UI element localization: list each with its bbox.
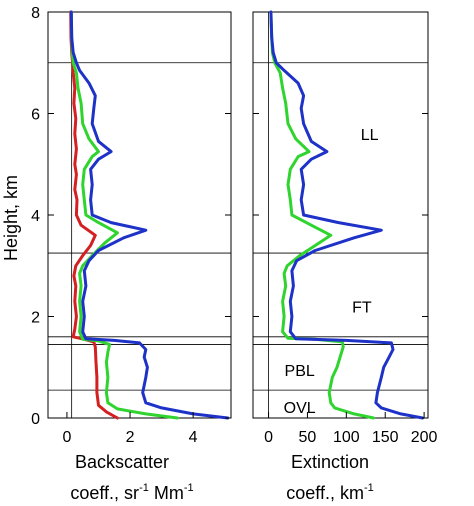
backscatter-x-tick-label: 2 xyxy=(126,429,135,446)
backscatter-x-unit-exp2: -1 xyxy=(184,482,194,494)
backscatter-x-title-line2: coeff., sr-1 Mm-1 xyxy=(70,482,193,503)
backscatter-x-ticks: 0 2 4 xyxy=(62,412,198,446)
y-tick-label: 4 xyxy=(31,208,40,225)
y-tick-label: 2 xyxy=(31,310,40,327)
backscatter-x-tick-label: 4 xyxy=(189,429,198,446)
extinction-x-ticks: 0 50 100 150 200 xyxy=(264,412,438,446)
extinction-x-title-line2: coeff., km-1 xyxy=(286,482,373,503)
extinction-panel: 0 50 100 150 200 LL FT PBL OVL Extinction coeff… xyxy=(252,10,438,503)
backscatter-x-unit-mid: Mm xyxy=(149,483,184,503)
layer-label-ll: LL xyxy=(361,127,379,144)
backscatter-y-ticks: 0 2 4 6 8 xyxy=(31,5,231,428)
backscatter-series-line-2 xyxy=(69,10,230,420)
backscatter-x-unit-text: coeff., sr xyxy=(70,483,139,503)
extinction-series xyxy=(269,10,425,420)
backscatter-series-line-1 xyxy=(69,10,179,420)
y-tick-label: 0 xyxy=(31,411,40,428)
extinction-series-line-1 xyxy=(269,10,425,420)
extinction-x-tick-label: 100 xyxy=(333,429,360,446)
y-tick-label: 6 xyxy=(31,107,40,124)
backscatter-series-line-0 xyxy=(69,10,119,420)
layer-label-pbl: PBL xyxy=(285,363,315,380)
layer-label-ovl: OVL xyxy=(284,400,316,417)
y-tick-label: 8 xyxy=(31,5,40,22)
backscatter-series xyxy=(69,10,230,420)
extinction-series-line-0 xyxy=(269,10,376,420)
extinction-x-tick-label: 50 xyxy=(299,429,317,446)
extinction-x-tick-label: 150 xyxy=(372,429,399,446)
extinction-x-tick-label: 200 xyxy=(411,429,438,446)
extinction-layer-labels: LL FT PBL OVL xyxy=(284,127,379,417)
extinction-x-tick-label: 0 xyxy=(264,429,273,446)
extinction-x-unit-text: coeff., km xyxy=(286,483,364,503)
layer-label-ft: FT xyxy=(352,299,372,316)
extinction-x-title-line1: Extinction xyxy=(291,452,369,472)
backscatter-layer-lines xyxy=(48,12,231,418)
backscatter-x-title-line1: Backscatter xyxy=(75,452,169,472)
backscatter-x-unit-exp1: -1 xyxy=(139,482,149,494)
extinction-layer-lines xyxy=(253,12,428,418)
y-axis-title: Height, km xyxy=(1,175,21,261)
backscatter-x-tick-label: 0 xyxy=(62,429,71,446)
extinction-x-unit-exp1: -1 xyxy=(364,482,374,494)
